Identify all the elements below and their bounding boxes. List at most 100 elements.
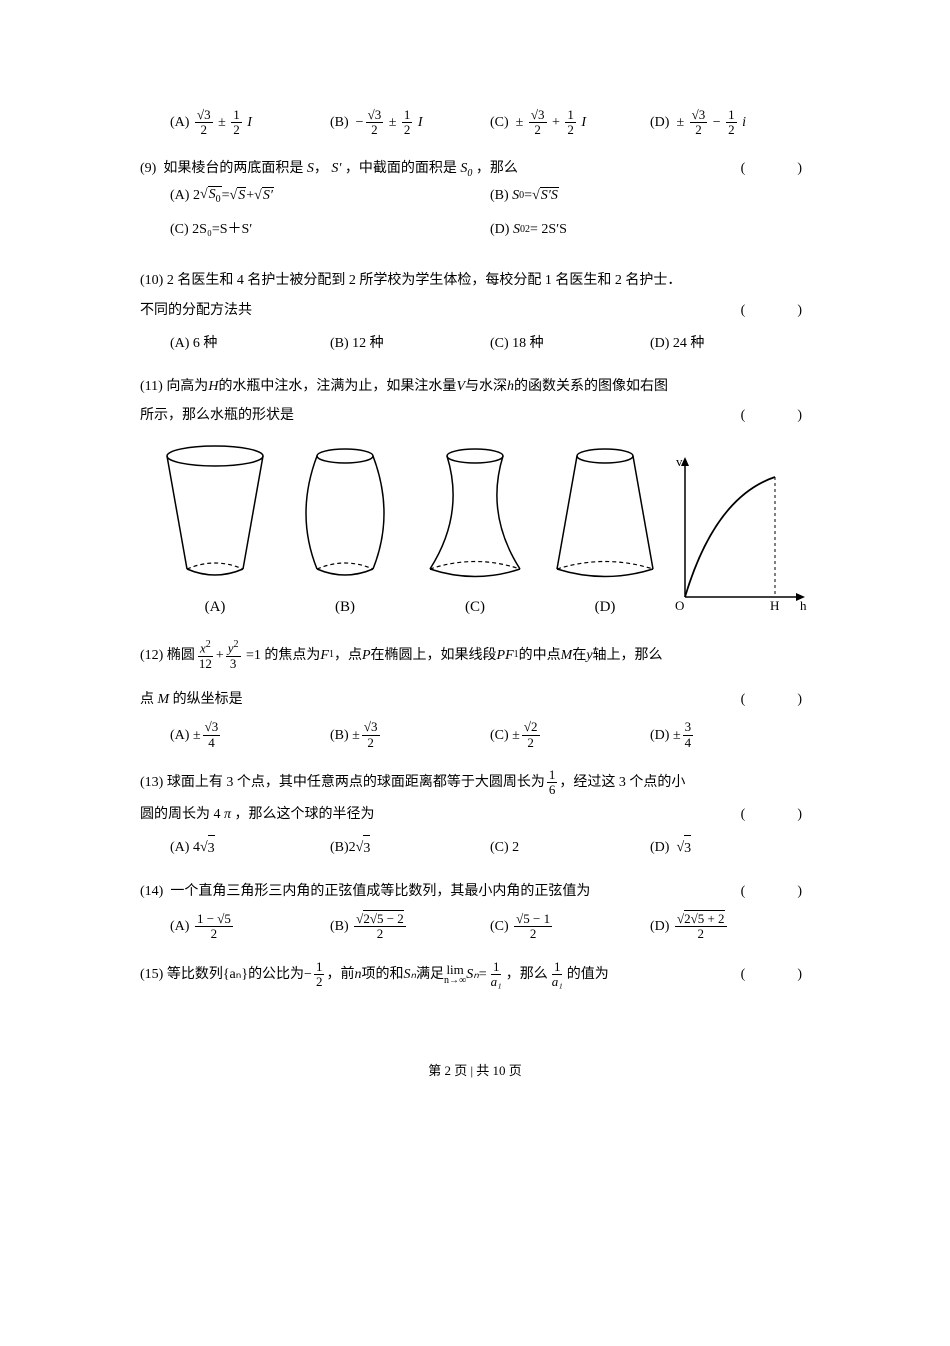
txt: 的纵坐标是: [173, 692, 243, 707]
n: 1: [552, 960, 563, 975]
opt-c: (C) ± √32 + 12 I: [490, 108, 650, 138]
txt: 在: [572, 643, 586, 668]
opt-label: (D): [490, 217, 509, 242]
q-text: 与水深: [465, 374, 507, 399]
n: 3: [683, 720, 694, 735]
opt-label: (B): [490, 183, 509, 208]
opt-label: (D): [650, 110, 669, 135]
q-num: (10): [140, 268, 163, 293]
txt: 球面上有 3 个点，其中任意两点的球面距离都等于大圆周长为: [167, 770, 545, 795]
n: 2: [531, 719, 538, 734]
n: 1 − √5: [195, 912, 233, 927]
opt-a: (A) 6 种: [170, 331, 330, 356]
axis-h: h: [800, 598, 807, 612]
opt-a: (A) ± √34: [170, 720, 330, 750]
opt-label: (C): [490, 110, 509, 135]
pi: π: [224, 807, 231, 822]
pf1: PF: [497, 643, 514, 668]
plus: +: [216, 643, 224, 668]
txt: 的中点: [519, 643, 561, 668]
txt: ，前: [326, 962, 354, 987]
txt: 轴上，那么: [593, 643, 663, 668]
pm: ±: [512, 723, 520, 748]
var-h: H: [208, 374, 218, 399]
n: 3: [371, 719, 378, 734]
opt-d: (D) ± 34: [650, 720, 810, 750]
q-text: ，中截面的面积是: [345, 161, 457, 176]
d: 2: [528, 927, 539, 941]
opt-label: (D): [650, 835, 669, 860]
opt-c: (C) 2S₀=S＋S′: [170, 217, 490, 242]
q-num: (14): [140, 884, 163, 899]
opt-a: (A) 1 − √52: [170, 912, 330, 942]
txt: ，经过这 3 个点的小: [559, 770, 685, 795]
d: 4: [206, 736, 217, 750]
opt-b: (B) √2√5 − 22: [330, 912, 490, 942]
txt: 项的和: [361, 962, 403, 987]
q-text: 椭圆: [167, 643, 195, 668]
txt: ，那么: [506, 962, 548, 987]
pm: ±: [352, 723, 360, 748]
opt-label: (B): [330, 914, 349, 939]
txt: 圆的周长为 4: [140, 807, 221, 822]
txt: = 2S′S: [530, 217, 567, 242]
opt-label: (C): [490, 835, 509, 860]
page-footer: 第 2 页 | 共 10 页: [140, 1059, 810, 1082]
vessel-d-svg: [550, 444, 660, 584]
ninf: n→∞: [444, 976, 466, 986]
opt-d: (D) ± √32 − 12 i: [650, 108, 810, 138]
txt: 2S₀=S＋S′: [192, 217, 252, 242]
opt-c: (C) 2: [490, 835, 650, 861]
vessel-a: (A): [150, 444, 280, 621]
question-10: (10) 2 名医生和 4 名护士被分配到 2 所学校为学生体检，每校分配 1 …: [140, 268, 810, 356]
n: 2√5 − 2: [363, 910, 403, 926]
txt: 在椭圆上，如果线段: [371, 643, 497, 668]
vessel-c-svg: [420, 444, 530, 584]
opt-label: (D): [650, 723, 669, 748]
q-text: 2 名医生和 4 名护士被分配到 2 所学校为学生体检，每校分配 1 名医生和 …: [167, 268, 682, 293]
q-text: 的函数关系的图像如右图: [514, 374, 668, 399]
txt: +: [246, 183, 254, 208]
var-sprime: S′: [331, 161, 341, 176]
q-num: (15): [140, 962, 163, 987]
q-text: 向高为: [166, 374, 208, 399]
d: 2: [365, 736, 376, 750]
opt-d: (D) 24 种: [650, 331, 810, 356]
vessel-d: (D): [540, 444, 670, 621]
q-text: 的水瓶中注水，注满为止，如果注水量: [218, 374, 456, 399]
question-11: (11) 向高为 H 的水瓶中注水，注满为止，如果注水量 V 与水深 h 的函数…: [140, 374, 810, 621]
txt: S′S: [540, 187, 559, 203]
var-v: V: [456, 374, 465, 399]
answer-paren: ( ): [741, 403, 810, 428]
s3: 3: [363, 835, 370, 861]
opt-c: (C) √5 − 12: [490, 912, 650, 942]
opt-label: (A): [170, 183, 189, 208]
pm: ±: [673, 723, 681, 748]
d3: 3: [228, 657, 239, 671]
opt-a: (A) √32 ± 12 I: [170, 108, 330, 138]
p: P: [362, 643, 371, 668]
opt-label: (C): [170, 217, 189, 242]
opt-d: (D) √3: [650, 835, 810, 861]
opt-label: (B): [330, 723, 349, 748]
q-num: (13): [140, 770, 163, 795]
opt-label: (C): [490, 723, 509, 748]
opt-label: (A): [170, 835, 189, 860]
opt-b: (B) S0= √S′S: [490, 182, 810, 209]
graph-svg: v h O H: [670, 452, 810, 612]
txt: 等比数列: [167, 962, 223, 987]
opt-label: (B): [330, 835, 349, 860]
answer-paren: ( ): [741, 802, 810, 827]
answer-paren: ( ): [741, 156, 810, 181]
label-a: (A): [205, 594, 226, 621]
opt-b: (B) ± √32: [330, 720, 490, 750]
txt: ，点: [334, 643, 362, 668]
a1: a₁: [550, 975, 565, 989]
question-13: (13) 球面上有 3 个点，其中任意两点的球面距离都等于大圆周长为 16 ，经…: [140, 768, 810, 861]
question-14: (14) 一个直角三角形三内角的正弦值成等比数列，其最小内角的正弦值为 ( ) …: [140, 879, 810, 942]
vessel-b: (B): [280, 444, 410, 621]
txt: 满足: [416, 962, 444, 987]
question-15: (15) 等比数列 {aₙ} 的公比为− 12 ，前 n 项的和 Sₙ 满足 l…: [140, 960, 810, 990]
d: 2: [314, 975, 325, 989]
vessel-diagrams: (A) (B) (C): [140, 444, 810, 621]
